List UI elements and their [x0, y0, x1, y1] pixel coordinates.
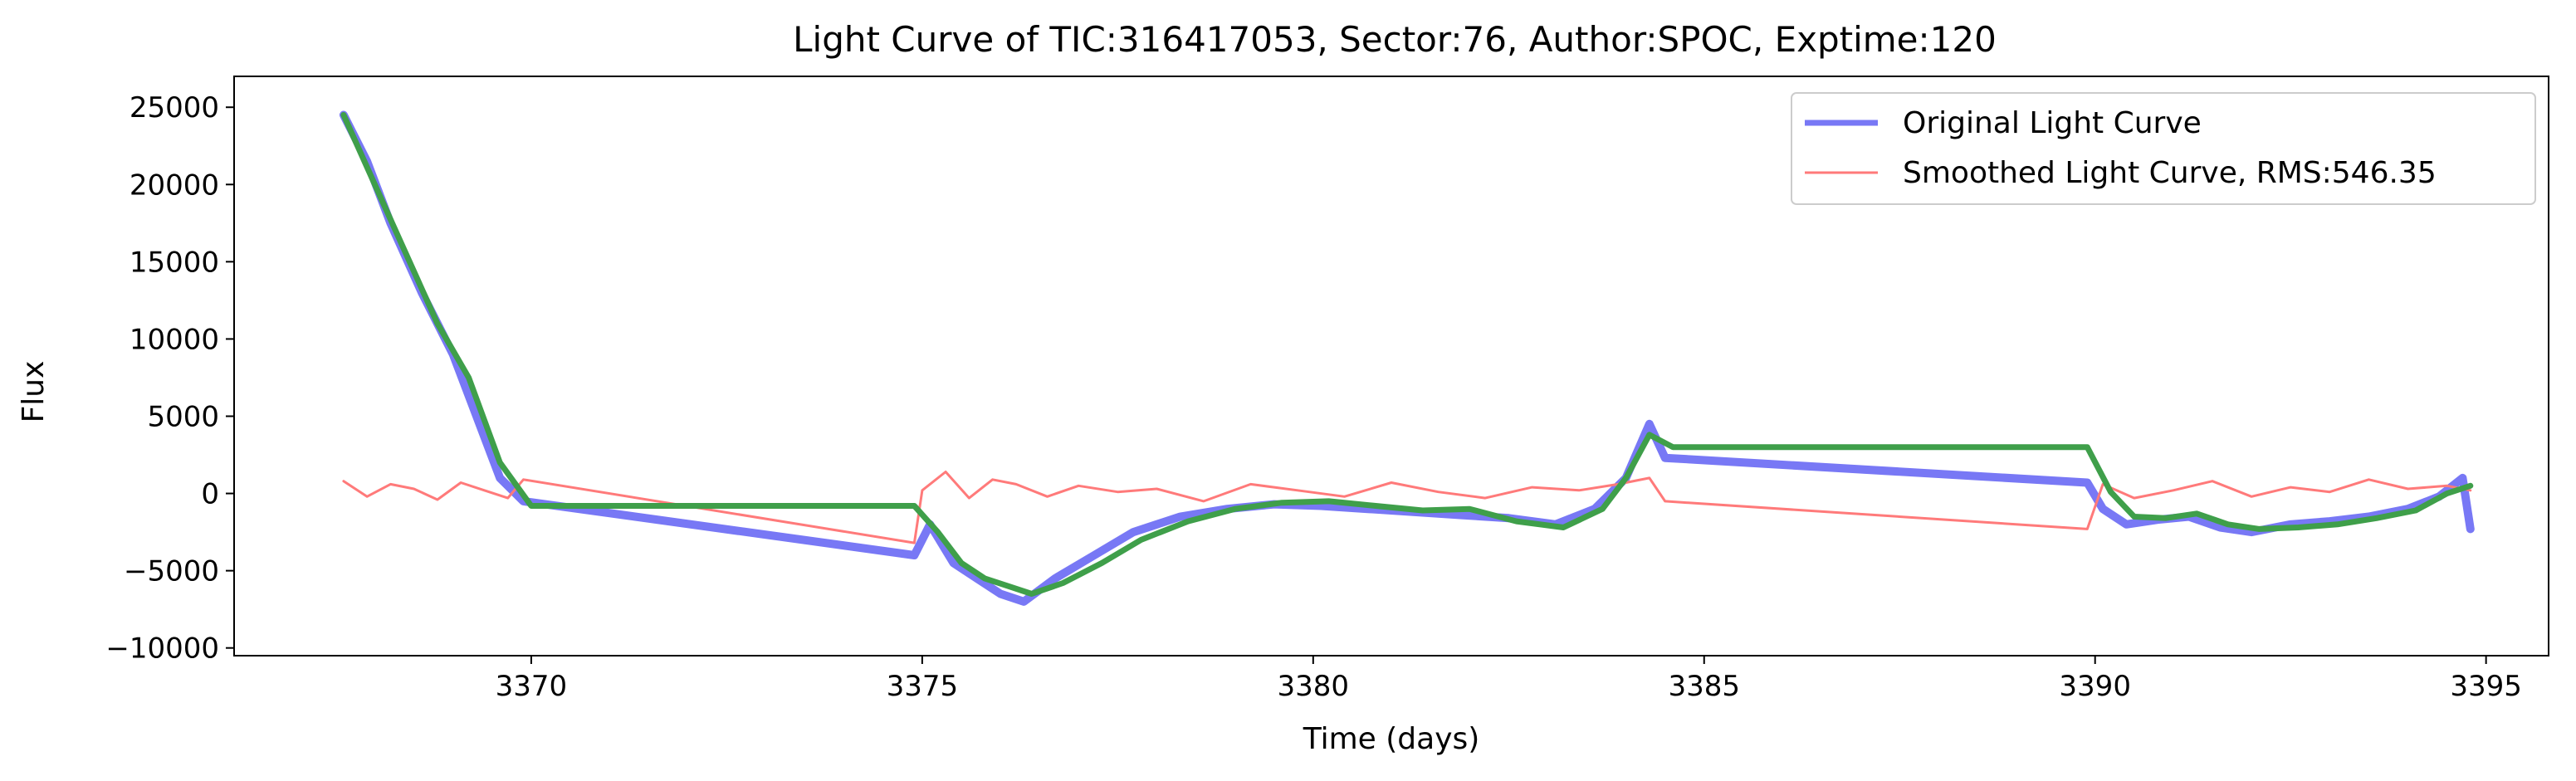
legend-box — [1791, 92, 2536, 205]
y-tick-label: 5000 — [147, 400, 219, 433]
x-axis-label: Time (days) — [1303, 722, 1480, 756]
chart-title: Light Curve of TIC:316417053, Sector:76,… — [793, 19, 1997, 60]
y-tick-label: 20000 — [130, 168, 219, 202]
x-tick-label: 3395 — [2450, 670, 2522, 703]
y-tick-label: 15000 — [130, 246, 219, 279]
plot-area — [339, 110, 2475, 606]
y-axis-label: Flux — [17, 361, 51, 423]
x-tick-label: 3370 — [496, 670, 568, 703]
legend-label-smoothed: Smoothed Light Curve, RMS:546.35 — [1903, 156, 2437, 190]
y-tick-label: 0 — [201, 478, 219, 511]
x-tick-label: 3390 — [2059, 670, 2131, 703]
series-line-0 — [339, 110, 2475, 606]
x-tick-label: 3385 — [1668, 670, 1740, 703]
x-tick-label: 3375 — [887, 670, 959, 703]
series-line-2 — [340, 112, 2474, 597]
y-tick-label: −10000 — [105, 632, 219, 666]
legend-label-original: Original Light Curve — [1903, 106, 2202, 140]
plot-frame — [233, 76, 2549, 657]
y-tick-label: −5000 — [124, 555, 219, 588]
axes: 3370 3375 3380 3385 3390 3395 −10000 −5000 0 5000… — [105, 76, 2549, 703]
series-line-1 — [342, 471, 2472, 544]
y-tick-label: 25000 — [130, 91, 219, 124]
legend: Original Light Curve Smoothed Light Curv… — [1791, 92, 2536, 205]
y-tick-label: 10000 — [130, 323, 219, 356]
x-tick-label: 3380 — [1278, 670, 1350, 703]
